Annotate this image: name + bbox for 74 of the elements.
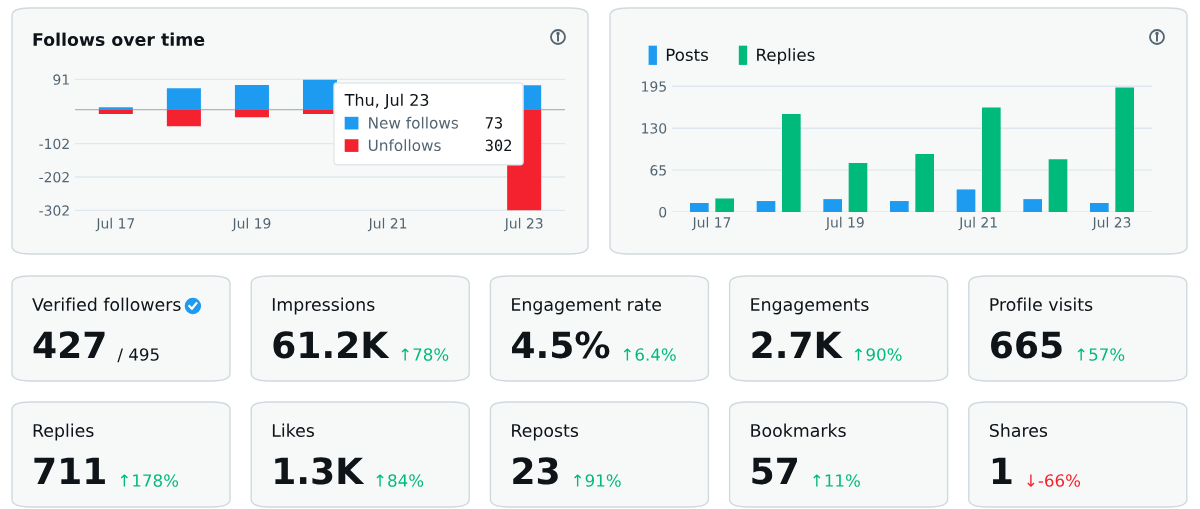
text: ↑91% — [574, 474, 621, 487]
legend-label: Posts — [666, 48, 708, 62]
bar — [890, 201, 909, 212]
bar — [823, 199, 842, 212]
bar — [915, 153, 934, 212]
text: 1 — [992, 457, 1012, 484]
y-tick-label: 195 — [642, 81, 666, 92]
y-tick-label: -302 — [39, 205, 69, 216]
text: / 495 — [117, 348, 159, 363]
y-tick-label: 91 — [53, 74, 69, 85]
text: Bookmarks — [751, 423, 846, 438]
text: ↑6.4% — [623, 348, 676, 361]
text: Profile visits — [990, 297, 1093, 312]
text: Replies — [33, 423, 94, 441]
y-tick-label: 130 — [642, 123, 667, 134]
x-tick-label: Jul 23 — [504, 217, 543, 232]
text: ↓-66% — [1027, 474, 1081, 487]
bar — [1090, 202, 1109, 212]
text: Shares — [989, 423, 1048, 438]
text: ↑178% — [120, 474, 179, 487]
bar — [690, 202, 709, 212]
x-tick-label: Jul 21 — [367, 217, 407, 232]
text: ↑11% — [813, 474, 860, 487]
text: Impressions — [272, 297, 375, 315]
bar — [756, 201, 776, 212]
bar — [1023, 199, 1042, 212]
x-tick-label: Jul 19 — [825, 216, 864, 231]
x-tick-label: Jul 23 — [1091, 216, 1131, 231]
bar — [234, 109, 269, 118]
text: Engagement rate — [512, 298, 661, 315]
bar — [956, 189, 976, 212]
text: 2.7K — [752, 331, 843, 358]
bar — [1115, 87, 1134, 212]
y-tick-label: 65 — [650, 165, 666, 176]
text: 23 — [513, 457, 558, 485]
chart-title: Follows over time — [33, 32, 205, 47]
bar — [98, 107, 133, 110]
text: 4.5% — [512, 331, 610, 359]
text: ↑90% — [854, 348, 902, 361]
y-tick-label: -102 — [39, 138, 69, 150]
text: Likes — [272, 423, 314, 438]
x-tick-label: Jul 21 — [958, 216, 997, 231]
x-tick-label: Jul 17 — [95, 217, 135, 232]
bar — [1048, 159, 1068, 212]
bar — [166, 88, 201, 110]
bar — [848, 163, 868, 212]
text: Reposts — [512, 424, 579, 441]
y-tick-label: -202 — [39, 171, 69, 183]
legend-title: Thu, Jul 23 — [344, 93, 429, 109]
text: 427 — [33, 331, 105, 358]
x-tick-label: Jul 19 — [231, 217, 271, 232]
text: ↑57% — [1077, 348, 1125, 361]
bar — [782, 114, 801, 212]
bar — [166, 109, 201, 127]
text: 1.3K — [275, 457, 365, 485]
text: Engagements — [751, 298, 869, 315]
legend-label: New follows — [369, 116, 459, 129]
legend-label: Replies — [757, 48, 815, 65]
text: 57 — [752, 457, 797, 485]
annotation: 302 — [485, 139, 512, 152]
bar — [982, 107, 1001, 212]
annotation: 73 — [485, 117, 503, 129]
text: Verified followers — [32, 297, 181, 312]
bar — [234, 85, 269, 110]
bar — [715, 198, 734, 212]
text: 61.2K — [273, 331, 390, 359]
text: 711 — [34, 457, 105, 484]
text: ↑78% — [401, 348, 449, 361]
y-tick-label: 0 — [659, 206, 667, 218]
x-tick-label: Jul 17 — [691, 216, 731, 231]
legend-label: Unfollows — [368, 139, 441, 152]
text: ↑84% — [376, 474, 424, 487]
bar — [98, 109, 133, 114]
text: 665 — [991, 331, 1062, 359]
